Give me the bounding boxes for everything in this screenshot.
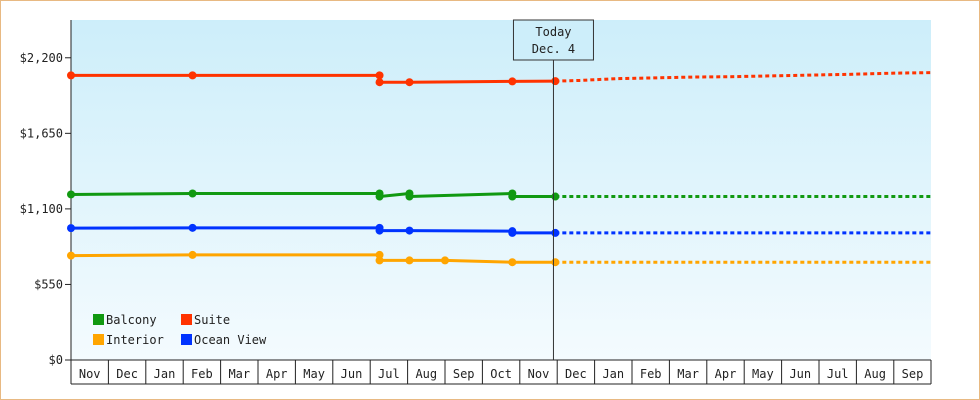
data-point-balcony bbox=[508, 192, 517, 201]
x-tick-label: May bbox=[752, 367, 774, 381]
axes: $0 $550 $1,100 $1,650 $2,200 Nov Dec Jan Feb Mar A… bbox=[20, 20, 932, 385]
data-point-ocean-view bbox=[375, 226, 384, 235]
series-line-interior bbox=[70, 253, 556, 264]
data-point-balcony bbox=[375, 192, 384, 201]
y-tick-label: $550 bbox=[34, 277, 63, 291]
x-tick-label: Jul bbox=[827, 367, 849, 381]
today-marker: Today Dec. 4 bbox=[512, 19, 594, 360]
legend-label-suite: Suite bbox=[194, 313, 230, 327]
x-tick-label: Sep bbox=[902, 367, 924, 381]
x-tick-label: Apr bbox=[715, 367, 737, 381]
series-forecast-suite bbox=[555, 71, 932, 83]
data-point-interior bbox=[405, 256, 414, 265]
data-point-interior bbox=[551, 258, 560, 267]
data-point-ocean-view bbox=[188, 223, 197, 232]
plot-area bbox=[71, 20, 931, 360]
data-point-ocean-view bbox=[551, 228, 560, 237]
x-tick-label: Mar bbox=[677, 367, 699, 381]
data-point-interior bbox=[67, 251, 75, 260]
x-tick-label: Feb bbox=[191, 367, 213, 381]
data-point-suite bbox=[188, 71, 197, 80]
legend-label-ocean-view: Ocean View bbox=[194, 333, 267, 347]
data-point-balcony bbox=[188, 189, 197, 198]
data-point-ocean-view bbox=[508, 228, 517, 237]
y-tick-label: $2,200 bbox=[20, 51, 63, 65]
x-tick-label: Jul bbox=[378, 367, 400, 381]
data-point-suite bbox=[551, 77, 560, 86]
x-tick-label: Jun bbox=[789, 367, 811, 381]
today-label: Today bbox=[535, 25, 571, 39]
data-point-ocean-view bbox=[67, 224, 75, 233]
x-tick-label: Sep bbox=[453, 367, 475, 381]
data-point-interior bbox=[508, 258, 517, 267]
x-tick-label: Nov bbox=[528, 367, 550, 381]
legend-label-interior: Interior bbox=[106, 333, 164, 347]
legend-swatch-ocean-view bbox=[181, 334, 192, 345]
legend-swatch-suite bbox=[181, 314, 192, 325]
data-point-suite bbox=[67, 71, 75, 80]
data-point-balcony bbox=[551, 192, 560, 201]
x-tick-label: Oct bbox=[490, 367, 512, 381]
y-tick-label: $0 bbox=[49, 353, 63, 367]
x-tick-label: Aug bbox=[415, 367, 437, 381]
today-date: Dec. 4 bbox=[532, 42, 575, 56]
legend-swatch-interior bbox=[93, 334, 104, 345]
x-tick-label: Feb bbox=[640, 367, 662, 381]
x-tick-label: Mar bbox=[228, 367, 250, 381]
data-point-interior bbox=[375, 256, 384, 265]
today-box bbox=[512, 19, 594, 61]
legend-swatch-balcony bbox=[93, 314, 104, 325]
x-tick-label: Jun bbox=[341, 367, 363, 381]
data-point-interior bbox=[188, 250, 197, 259]
x-tick-label: Jan bbox=[602, 367, 624, 381]
legend: Balcony Suite Interior Ocean View bbox=[93, 313, 267, 347]
x-tick-label: May bbox=[303, 367, 325, 381]
data-point-interior bbox=[441, 256, 449, 265]
x-tick-label: Apr bbox=[266, 367, 288, 381]
x-tick-label: Nov bbox=[79, 367, 101, 381]
y-tick-label: $1,650 bbox=[20, 126, 63, 140]
legend-label-balcony: Balcony bbox=[106, 313, 157, 327]
series-layer bbox=[67, 71, 932, 267]
data-point-suite bbox=[375, 71, 384, 80]
x-tick-label: Jan bbox=[154, 367, 176, 381]
data-point-interior bbox=[375, 250, 384, 259]
data-point-balcony bbox=[405, 192, 414, 201]
data-point-balcony bbox=[67, 190, 75, 199]
data-point-suite bbox=[405, 78, 414, 87]
x-tick-label: Dec bbox=[116, 367, 138, 381]
data-point-ocean-view bbox=[405, 226, 414, 235]
x-tick-label: Dec bbox=[565, 367, 587, 381]
data-point-suite bbox=[508, 77, 517, 86]
x-tick-label: Aug bbox=[864, 367, 886, 381]
y-tick-label: $1,100 bbox=[20, 202, 63, 216]
data-point-suite bbox=[375, 78, 384, 87]
